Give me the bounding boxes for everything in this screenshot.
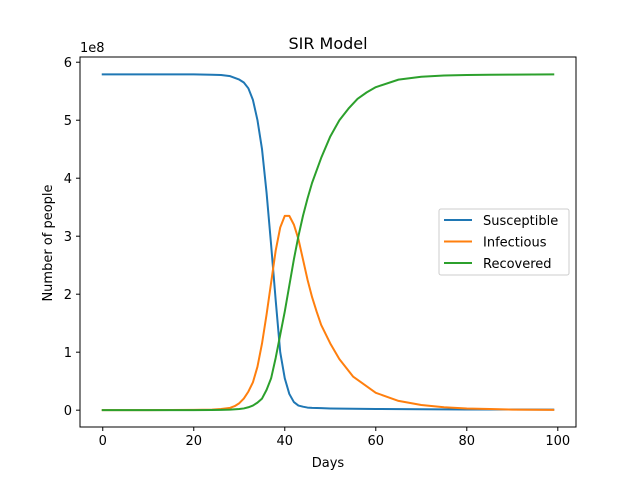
y-tick-label: 0	[64, 404, 72, 419]
legend-box	[438, 208, 570, 276]
series-line-recovered	[101, 73, 555, 412]
y-tick-label: 2	[64, 288, 72, 303]
x-tick-label: 40	[276, 434, 293, 449]
x-tick-label: 60	[368, 434, 385, 449]
x-tick-label: 100	[545, 434, 570, 449]
legend: Susceptible Infectious Recovered	[438, 208, 570, 276]
y-axis-label: Number of people	[41, 184, 56, 301]
x-tick-label: 80	[459, 434, 476, 449]
chart-title: SIR Model	[288, 34, 367, 53]
y-tick-label: 3	[64, 230, 72, 245]
legend-label-susceptible: Susceptible	[483, 214, 558, 229]
y-tick-label: 6	[64, 56, 72, 71]
x-tick-label: 20	[185, 434, 202, 449]
axes-frame	[79, 56, 577, 428]
y-axis-offset-text: 1e8	[80, 41, 105, 56]
y-tick-label: 4	[64, 172, 72, 187]
axes-layer: 0 20 40 60 80 100 0 1 2 3 4 5 6	[64, 56, 577, 449]
series-line-susceptible	[101, 73, 555, 411]
legend-label-recovered: Recovered	[483, 257, 552, 272]
plot-layer	[101, 73, 555, 412]
y-tick-label: 5	[64, 114, 72, 129]
legend-label-infectious: Infectious	[483, 236, 547, 251]
y-tick-label: 1	[64, 346, 72, 361]
series-line-infectious	[101, 214, 555, 412]
x-axis-label: Days	[312, 456, 345, 471]
x-tick-label: 0	[99, 434, 107, 449]
